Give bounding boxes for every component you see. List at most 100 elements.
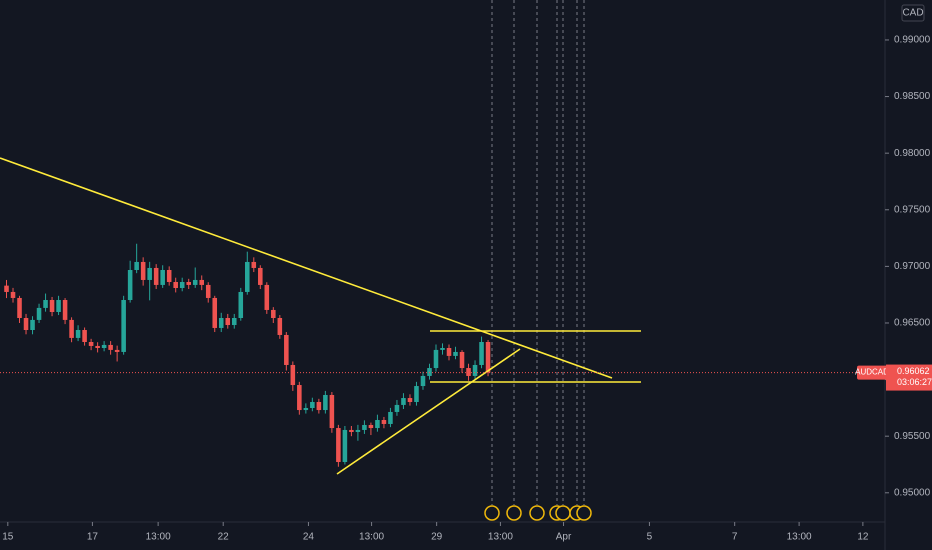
candle-body [153, 267, 159, 285]
x-tick-label: 29 [431, 532, 443, 543]
candle-body [381, 420, 387, 424]
candle-body [355, 429, 361, 432]
candle-body [95, 345, 100, 348]
candle-body [258, 267, 263, 285]
candle-body [394, 404, 400, 412]
candle-body [36, 307, 42, 320]
candle-body [17, 297, 22, 318]
candle-body [56, 300, 61, 312]
candle-body [245, 261, 250, 292]
candle-body [225, 318, 231, 326]
candle-body [414, 386, 419, 402]
y-tick-label: 0.95500 [894, 431, 931, 442]
candle-body [446, 348, 452, 356]
event-lines [491, 0, 585, 505]
candle-body [62, 300, 68, 320]
candle-body [336, 428, 341, 462]
candle-body [290, 364, 296, 386]
candle-body [49, 300, 55, 312]
x-tick-label: 12 [857, 532, 869, 543]
candle-body [192, 279, 198, 285]
candle-body [342, 429, 348, 462]
candle-body [323, 394, 328, 411]
candle-body [23, 318, 29, 330]
candle-body [407, 398, 413, 402]
candle-body [440, 348, 445, 350]
y-tick-label: 0.95000 [894, 487, 931, 498]
candle-body [433, 349, 439, 369]
candle-body [271, 309, 276, 318]
candle-body [459, 351, 465, 369]
currency-label: CAD [902, 8, 923, 19]
candle-body [199, 279, 205, 285]
candle-body [88, 342, 94, 346]
x-tick-label: 5 [647, 532, 653, 543]
candle-body [485, 342, 491, 373]
candle-body [30, 319, 35, 330]
candle-body [101, 344, 107, 348]
candle-body [69, 319, 74, 338]
drawings [0, 157, 641, 475]
candle-body [173, 282, 178, 288]
candle-body [303, 408, 309, 411]
y-tick-label: 0.98500 [894, 91, 931, 102]
x-tick-label: 15 [2, 532, 14, 543]
y-tick-label: 0.96500 [894, 318, 931, 329]
candle-body [108, 344, 113, 350]
currency-box[interactable] [901, 4, 925, 22]
y-tick-label: 0.97000 [894, 261, 931, 272]
candle-body [453, 351, 458, 356]
x-tick-label: 13:00 [146, 532, 171, 543]
x-tick-label: 17 [87, 532, 99, 543]
y-tick-label: 0.99000 [894, 35, 931, 46]
candle-body [231, 318, 237, 326]
candle-body [264, 284, 270, 310]
candle-body [4, 285, 9, 292]
candle-body [114, 349, 120, 352]
candle-body [186, 282, 191, 285]
candle-body [251, 261, 257, 268]
candle-body [212, 297, 218, 328]
candle-body [82, 330, 87, 342]
symbol-tag [857, 365, 888, 380]
candle-body [349, 429, 354, 432]
candle-body [284, 334, 289, 365]
x-tick-label: 13:00 [787, 532, 812, 543]
y-tick-label: 0.97500 [894, 204, 931, 215]
price-tag [886, 364, 932, 391]
candle-body [10, 291, 16, 298]
candle-body [368, 424, 374, 429]
candle-body [362, 424, 367, 430]
candle-body [466, 368, 471, 376]
candle-body [310, 402, 315, 408]
candle-body [43, 300, 48, 308]
candle-body [277, 318, 283, 335]
x-tick-label: 24 [303, 532, 315, 543]
x-tick-label: Apr [556, 532, 572, 543]
event-icons [484, 505, 592, 521]
countdown-label: 03:06:27 [897, 377, 932, 387]
candle-body [316, 402, 322, 411]
candle-body [329, 394, 335, 429]
candle-body [134, 261, 139, 270]
candle-body [375, 420, 380, 429]
symbol-label: AUDCAD [855, 368, 889, 377]
candle-body [238, 291, 244, 318]
candle-body [427, 368, 432, 376]
candle-body [160, 270, 165, 285]
candle-body [472, 364, 478, 376]
last-price-label: 0.96062 [897, 366, 930, 376]
candle-body [297, 385, 302, 411]
candle-body [166, 270, 172, 282]
candle-body [147, 267, 152, 280]
candle-body [205, 284, 211, 298]
y-tick-label: 0.98000 [894, 148, 931, 159]
x-tick-label: 13:00 [488, 532, 513, 543]
candle-body [140, 261, 146, 280]
candle-body [121, 300, 126, 352]
candle-body [218, 318, 224, 328]
candle-body [75, 330, 81, 338]
candle-body [479, 342, 484, 365]
